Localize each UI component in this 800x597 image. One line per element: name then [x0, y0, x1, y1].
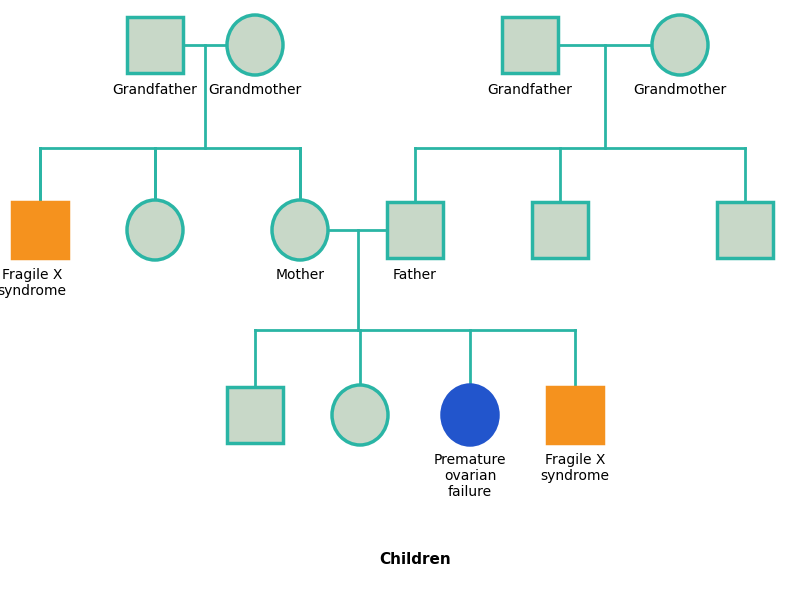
- Bar: [532, 202, 588, 258]
- Ellipse shape: [332, 385, 388, 445]
- Ellipse shape: [127, 200, 183, 260]
- Bar: [12, 202, 68, 258]
- Ellipse shape: [272, 200, 328, 260]
- Ellipse shape: [227, 15, 283, 75]
- Text: Grandfather: Grandfather: [113, 83, 198, 97]
- Text: Mother: Mother: [275, 268, 325, 282]
- Ellipse shape: [442, 385, 498, 445]
- Text: Father: Father: [393, 268, 437, 282]
- Bar: [227, 387, 283, 443]
- Ellipse shape: [652, 15, 708, 75]
- Bar: [127, 17, 183, 73]
- Bar: [547, 387, 603, 443]
- Text: Fragile X
syndrome: Fragile X syndrome: [0, 268, 66, 298]
- Text: Children: Children: [379, 552, 451, 568]
- Text: Fragile X
syndrome: Fragile X syndrome: [541, 453, 610, 483]
- Bar: [717, 202, 773, 258]
- Bar: [502, 17, 558, 73]
- Bar: [387, 202, 443, 258]
- Text: Grandmother: Grandmother: [634, 83, 726, 97]
- Text: Premature
ovarian
failure: Premature ovarian failure: [434, 453, 506, 500]
- Text: Grandmother: Grandmother: [208, 83, 302, 97]
- Text: Grandfather: Grandfather: [487, 83, 573, 97]
